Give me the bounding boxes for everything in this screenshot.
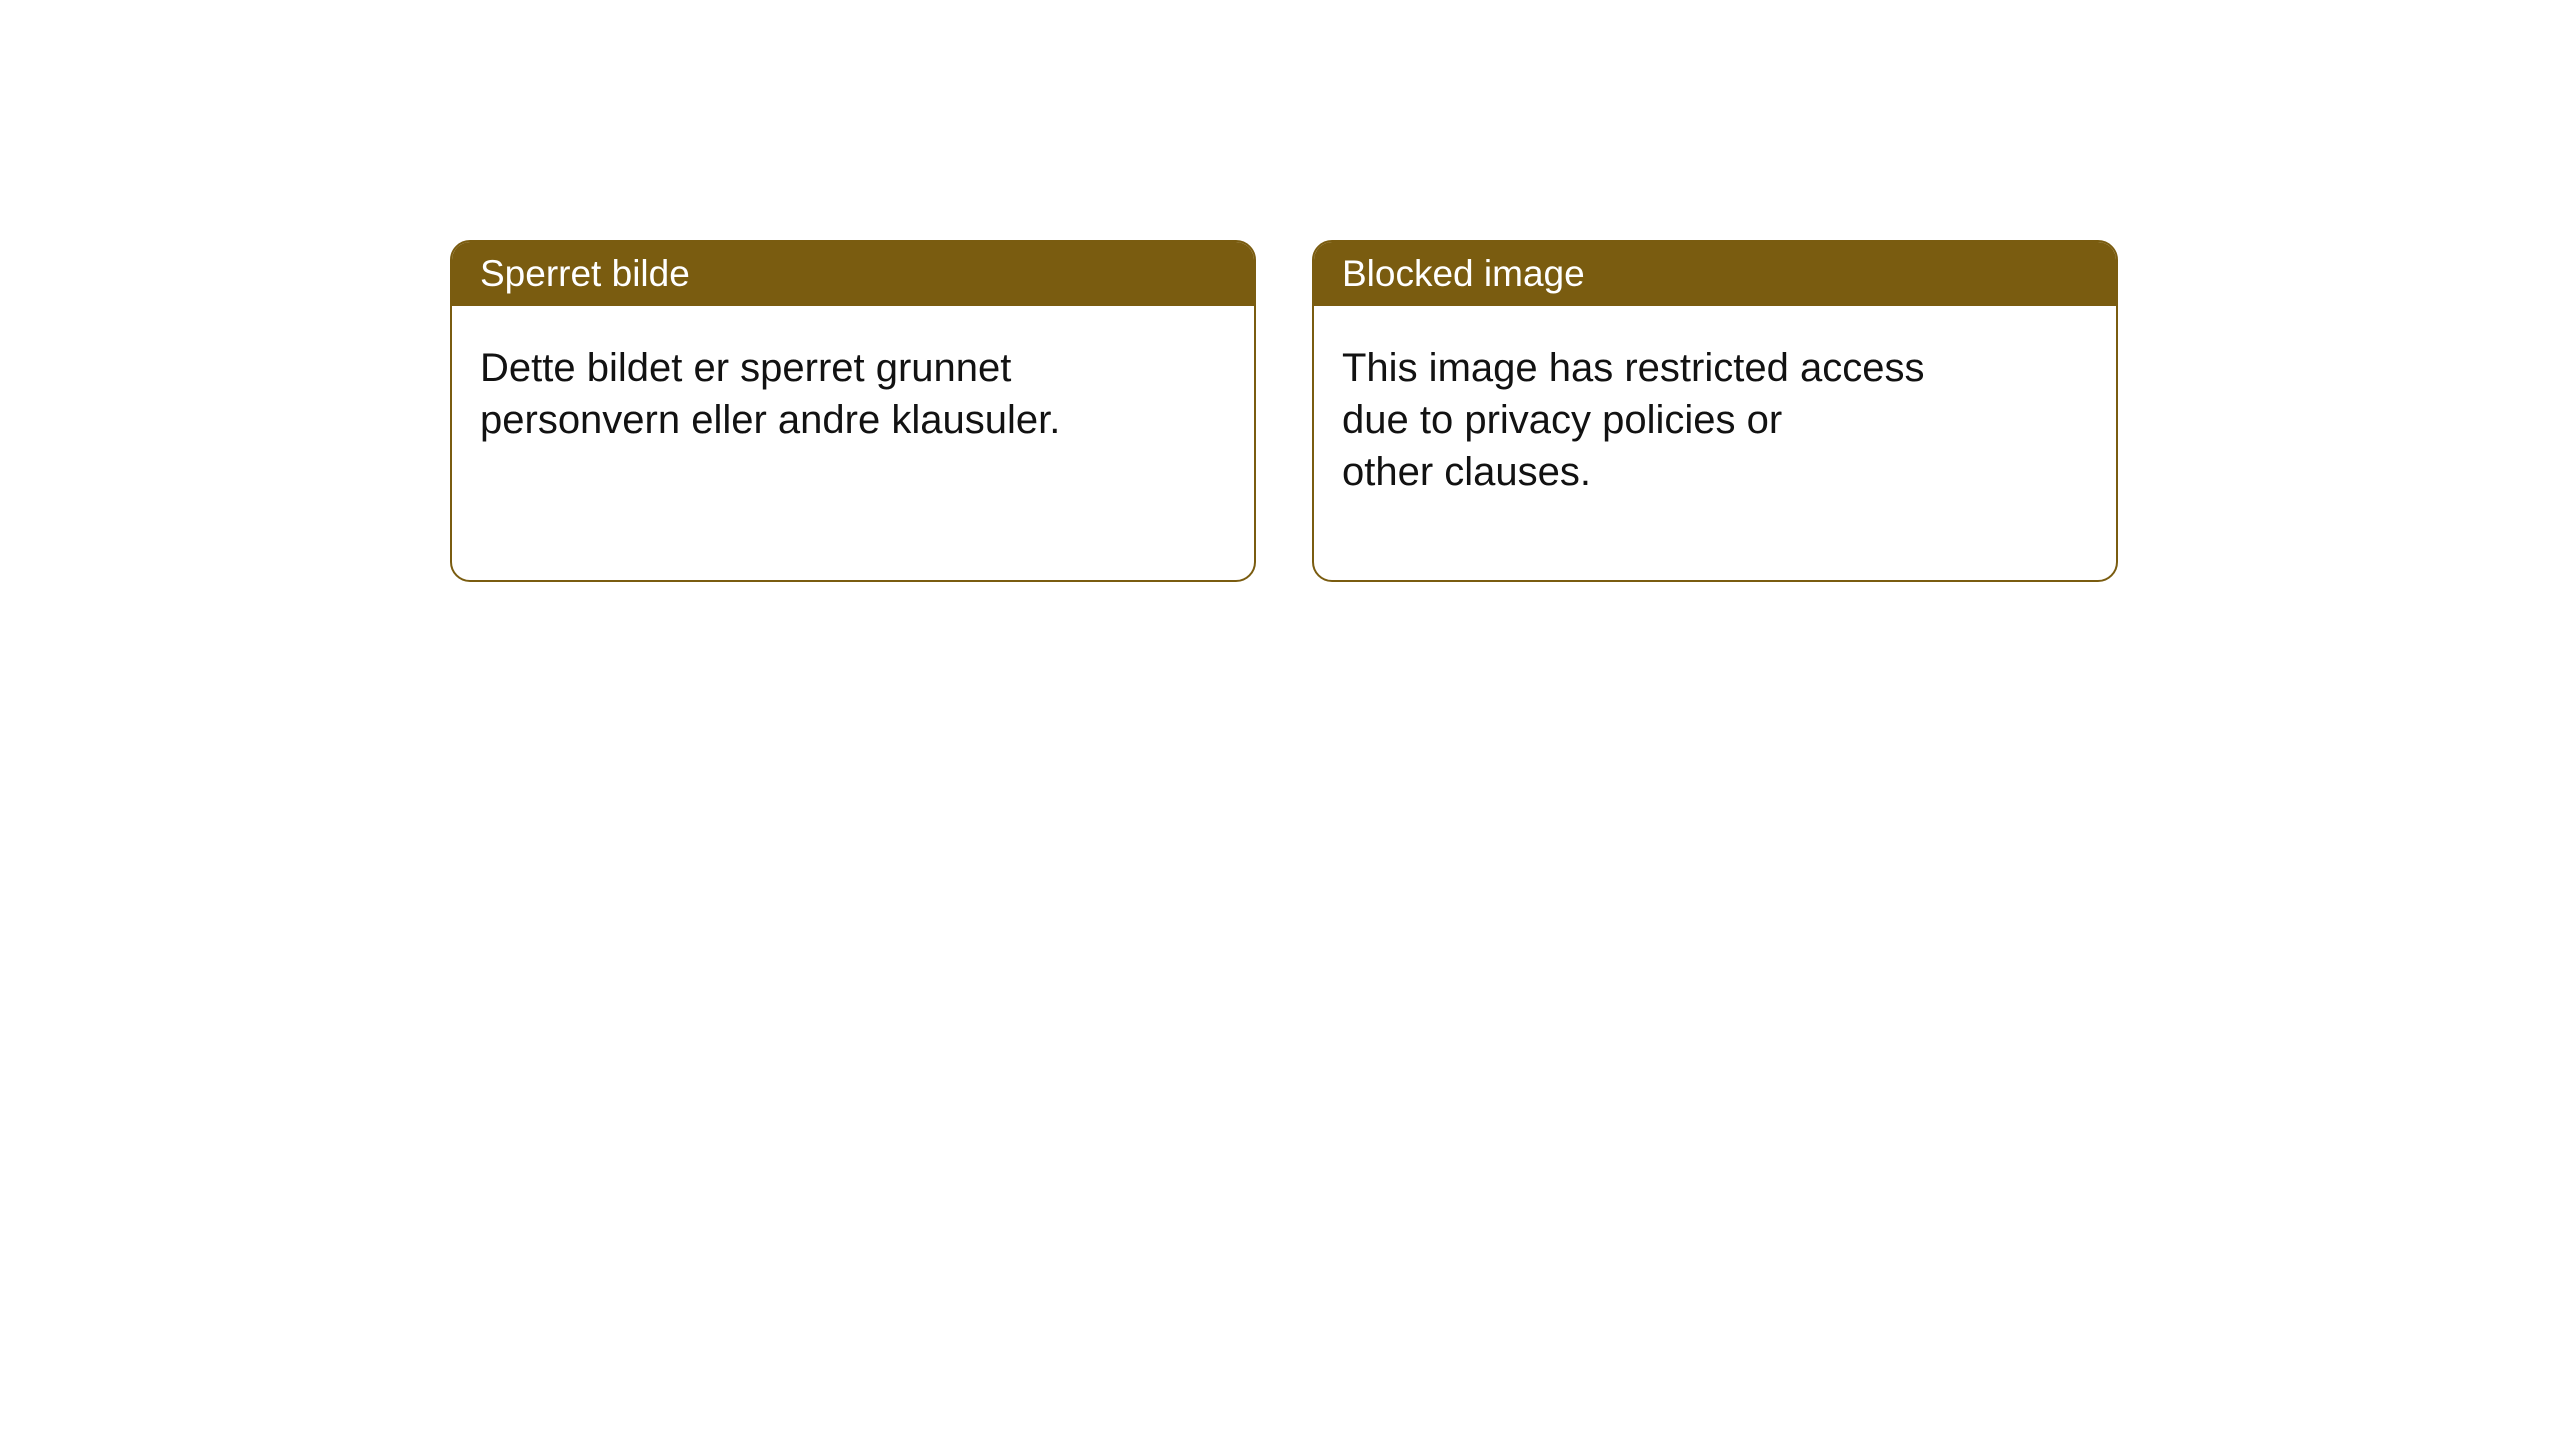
card-header-no: Sperret bilde (452, 242, 1254, 306)
blocked-image-card-no: Sperret bilde Dette bildet er sperret gr… (450, 240, 1256, 582)
blocked-image-card-en: Blocked image This image has restricted … (1312, 240, 2118, 582)
card-header-en: Blocked image (1314, 242, 2116, 306)
card-body-no: Dette bildet er sperret grunnet personve… (452, 306, 1254, 528)
card-body-en: This image has restricted access due to … (1314, 306, 2116, 580)
notice-container: Sperret bilde Dette bildet er sperret gr… (0, 0, 2560, 582)
